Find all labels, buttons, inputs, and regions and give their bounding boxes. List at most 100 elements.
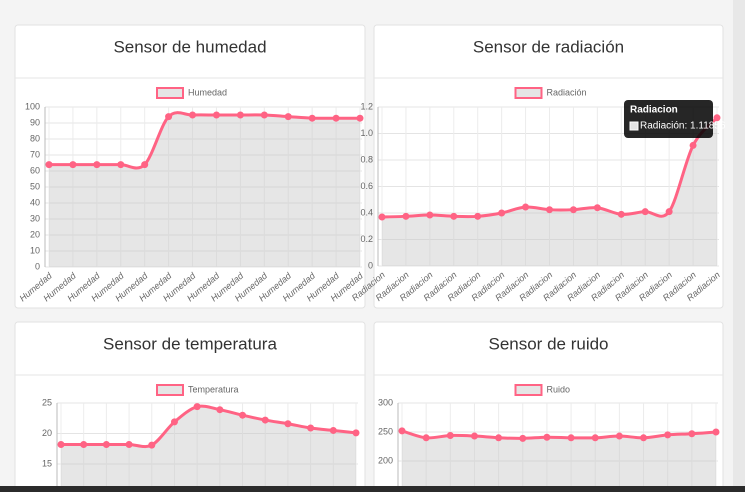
legend-swatch bbox=[514, 87, 543, 99]
point bbox=[307, 424, 315, 432]
tooltip-title: Radiacion bbox=[630, 105, 678, 116]
y-tick-label: 250 bbox=[378, 426, 393, 436]
tooltip-text: Radiación: 1.11856 bbox=[640, 121, 726, 132]
chart-title: Sensor de radiación bbox=[473, 37, 624, 56]
y-tick-label: 1.0 bbox=[360, 128, 373, 138]
point bbox=[212, 111, 220, 119]
y-tick-label: 60 bbox=[30, 165, 40, 175]
y-tick-label: 10 bbox=[30, 245, 40, 255]
point bbox=[641, 208, 649, 216]
point bbox=[689, 141, 697, 149]
point bbox=[284, 113, 292, 121]
area bbox=[402, 430, 716, 490]
chart-card: Sensor de radiación Radiación 0 0.2 0.4 0.6 0.… bbox=[350, 24, 726, 309]
y-tick-label: 0 bbox=[368, 260, 373, 270]
point bbox=[45, 161, 53, 169]
point bbox=[470, 432, 478, 440]
point bbox=[591, 434, 599, 442]
point bbox=[593, 204, 601, 212]
card bbox=[373, 321, 724, 492]
y-tick-label: 100 bbox=[25, 101, 40, 111]
point bbox=[495, 434, 503, 442]
point bbox=[332, 114, 340, 122]
point bbox=[193, 403, 201, 411]
point bbox=[236, 111, 244, 119]
y-tick-label: 70 bbox=[30, 149, 40, 159]
point bbox=[102, 440, 110, 448]
point bbox=[446, 431, 454, 439]
point bbox=[665, 208, 673, 216]
point bbox=[615, 432, 623, 440]
legend-swatch bbox=[514, 384, 543, 396]
point bbox=[117, 161, 125, 169]
point bbox=[569, 206, 577, 214]
y-tick-label: 0.4 bbox=[360, 207, 373, 217]
tooltip-swatch bbox=[629, 121, 639, 131]
legend-label: Temperatura bbox=[188, 384, 239, 394]
point bbox=[284, 420, 292, 428]
point bbox=[329, 426, 337, 434]
chart-title: Sensor de temperatura bbox=[103, 334, 277, 353]
y-tick-label: 40 bbox=[30, 197, 40, 207]
legend-swatch bbox=[156, 384, 184, 396]
point bbox=[378, 213, 386, 221]
point bbox=[239, 411, 247, 419]
point bbox=[712, 428, 720, 436]
point bbox=[640, 434, 648, 442]
y-tick-label: 0.6 bbox=[360, 181, 373, 191]
point bbox=[141, 161, 149, 169]
legend-label: Ruido bbox=[547, 384, 571, 394]
point bbox=[426, 211, 434, 219]
area bbox=[61, 406, 356, 492]
point bbox=[422, 434, 430, 442]
y-tick-label: 25 bbox=[42, 397, 52, 407]
point bbox=[165, 113, 173, 121]
y-tick-label: 0 bbox=[35, 261, 40, 271]
y-tick-label: 80 bbox=[30, 133, 40, 143]
y-tick-label: 20 bbox=[42, 428, 52, 438]
y-tick-label: 0.2 bbox=[360, 234, 373, 244]
point bbox=[617, 210, 625, 218]
legend-swatch bbox=[156, 87, 184, 99]
point bbox=[308, 114, 316, 122]
cards: Sensor de humedad Humedad 0 10 20 30 40 50 60 70 8… bbox=[14, 24, 726, 492]
chart-title: Sensor de humedad bbox=[113, 37, 266, 56]
y-tick-label: 300 bbox=[378, 397, 393, 407]
point bbox=[713, 114, 721, 122]
y-tick-label: 30 bbox=[30, 213, 40, 223]
legend-label: Radiación bbox=[547, 87, 587, 97]
point bbox=[352, 429, 360, 437]
point bbox=[450, 212, 458, 220]
point bbox=[260, 111, 268, 119]
taskbar bbox=[0, 486, 745, 492]
point bbox=[80, 440, 88, 448]
y-tick-label: 90 bbox=[30, 117, 40, 127]
point bbox=[170, 418, 178, 426]
scrollbar[interactable] bbox=[733, 0, 745, 492]
point bbox=[402, 212, 410, 220]
top-strip bbox=[0, 0, 745, 10]
card bbox=[373, 24, 724, 309]
y-tick-label: 50 bbox=[30, 181, 40, 191]
point bbox=[546, 206, 553, 214]
point bbox=[474, 212, 482, 220]
area bbox=[382, 117, 717, 266]
y-tick-label: 1.2 bbox=[360, 101, 373, 111]
chart-card: Sensor de ruidoRuido150200250300 bbox=[373, 321, 724, 492]
tooltip bbox=[624, 100, 713, 138]
point bbox=[398, 427, 406, 435]
point bbox=[543, 433, 551, 441]
y-tick-label: 200 bbox=[378, 455, 393, 465]
y-tick-label: 15 bbox=[42, 458, 52, 468]
point bbox=[519, 434, 527, 442]
y-tick-label: 20 bbox=[30, 229, 40, 239]
point bbox=[93, 161, 101, 169]
legend-label: Humedad bbox=[188, 87, 227, 97]
point bbox=[125, 440, 133, 448]
point bbox=[216, 406, 224, 414]
chart-title: Sensor de ruido bbox=[488, 334, 608, 353]
card bbox=[14, 24, 366, 309]
chart-card: Sensor de humedad Humedad 0 10 20 30 40 50 60 70 8… bbox=[14, 24, 366, 309]
area bbox=[49, 112, 360, 267]
